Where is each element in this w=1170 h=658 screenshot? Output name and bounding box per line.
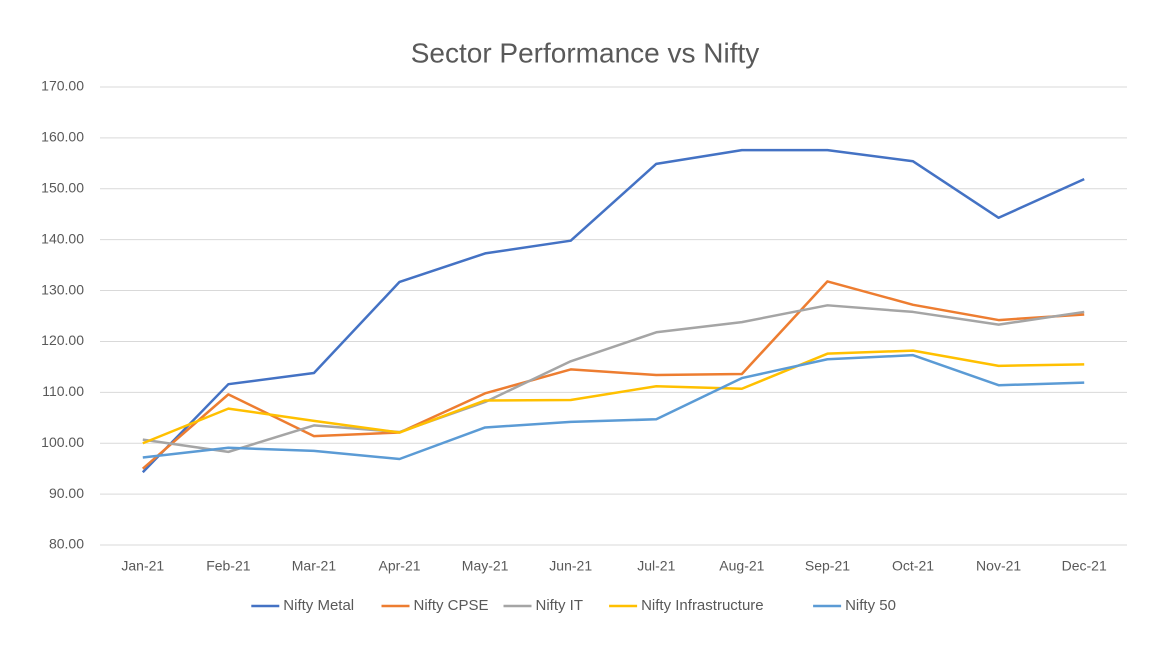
y-tick-label: 160.00 xyxy=(41,129,84,145)
y-tick-label: 130.00 xyxy=(41,281,84,297)
x-tick-label: Nov-21 xyxy=(976,558,1021,574)
y-tick-label: 80.00 xyxy=(49,536,84,552)
x-tick-label: Feb-21 xyxy=(206,558,251,574)
x-tick-label: Aug-21 xyxy=(719,558,764,574)
x-tick-label: Sep-21 xyxy=(805,558,850,574)
series-line xyxy=(142,304,1085,454)
x-tick-label: Dec-21 xyxy=(1062,558,1107,574)
series-line xyxy=(141,280,1085,470)
legend-label: Nifty Metal xyxy=(283,597,354,614)
x-tick-label: Jun-21 xyxy=(549,558,592,574)
x-tick-label: Apr-21 xyxy=(379,558,421,574)
x-tick-label: Jan-21 xyxy=(121,558,164,574)
y-tick-label: 150.00 xyxy=(41,179,84,195)
y-tick-label: 120.00 xyxy=(41,332,84,348)
legend-label: Nifty IT xyxy=(536,597,584,614)
series-line xyxy=(141,148,1085,474)
legend-label: Nifty 50 xyxy=(845,597,896,614)
y-tick-label: 90.00 xyxy=(49,485,84,501)
legend-label: Nifty CPSE xyxy=(414,597,489,614)
series-line xyxy=(142,353,1085,461)
chart-title: Sector Performance vs Nifty xyxy=(411,37,760,68)
y-tick-label: 110.00 xyxy=(42,383,84,399)
x-tick-label: Oct-21 xyxy=(892,558,934,574)
legend-label: Nifty Infrastructure xyxy=(641,597,764,614)
y-tick-label: 140.00 xyxy=(41,230,84,246)
series-line xyxy=(142,349,1085,445)
x-tick-label: Mar-21 xyxy=(292,558,337,574)
x-tick-label: May-21 xyxy=(462,558,509,574)
x-tick-label: Jul-21 xyxy=(637,558,675,574)
y-tick-label: 100.00 xyxy=(41,434,84,450)
y-tick-label: 170.00 xyxy=(41,78,84,94)
